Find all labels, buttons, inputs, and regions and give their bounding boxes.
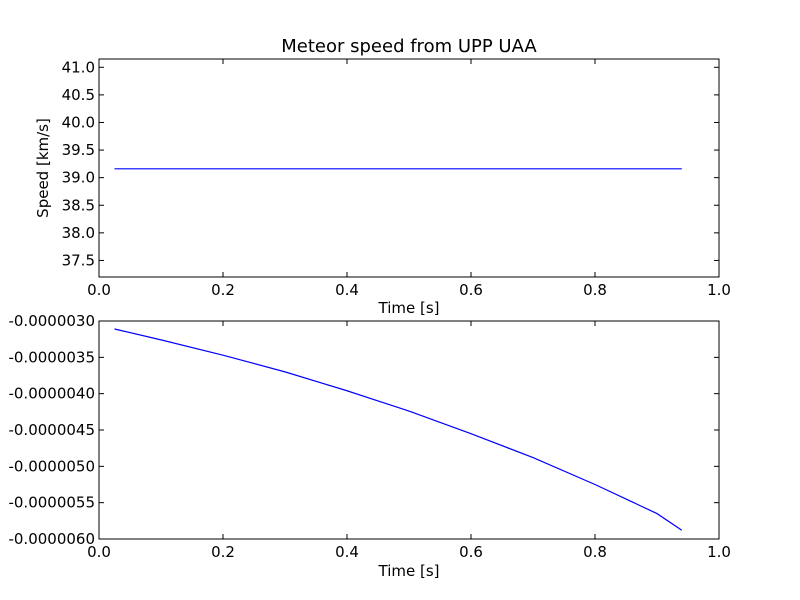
bottom-chart-y-tick-label: -0.0000035 bbox=[8, 348, 95, 366]
speed-chart-x-tick-label: 0.0 bbox=[87, 281, 111, 299]
speed-chart-y-tick-label: 41.0 bbox=[62, 58, 95, 76]
bottom-chart-series-line-0 bbox=[114, 328, 683, 531]
bottom-chart-y-tick-label: -0.0000055 bbox=[8, 494, 95, 512]
speed-chart-y-tick-label: 38.5 bbox=[62, 196, 95, 214]
bottom-chart-y-tick-label: -0.0000040 bbox=[8, 385, 95, 403]
speed-chart-x-tick-label: 0.6 bbox=[459, 281, 483, 299]
speed-chart-x-tick-label: 0.4 bbox=[335, 281, 359, 299]
speed-chart-x-axis-label: Time [s] bbox=[378, 299, 440, 317]
speed-chart-y-tick-label: 37.5 bbox=[62, 251, 95, 269]
speed-chart-y-tick-label: 39.0 bbox=[62, 169, 95, 187]
bottom-chart-frame bbox=[98, 320, 720, 540]
bottom-chart-y-tick-label: -0.0000045 bbox=[8, 421, 95, 439]
bottom-chart-ticks: 0.0 0.2 0.4 0.6 0.8 1.0 -0.0000030 -0.0000035 -0… bbox=[8, 312, 730, 561]
speed-chart-title: Meteor speed from UPP UAA bbox=[281, 36, 537, 57]
bottom-chart: 0.0 0.2 0.4 0.6 0.8 1.0 -0.0000030 -0.0000035 -0… bbox=[8, 312, 730, 580]
bottom-chart-x-axis-label: Time [s] bbox=[378, 562, 440, 580]
bottom-chart-x-tick-label: 0.8 bbox=[583, 543, 607, 561]
speed-chart-ticks: 0.0 0.2 0.4 0.6 0.8 1.0 37.5 38.0 38.5 39.0 39.5 40… bbox=[62, 58, 731, 299]
speed-chart-y-tick-label: 40.5 bbox=[62, 86, 95, 104]
speed-chart-x-tick-label: 0.8 bbox=[583, 281, 607, 299]
bottom-chart-x-tick-label: 0.2 bbox=[211, 543, 235, 561]
speed-chart-frame bbox=[98, 58, 720, 278]
bottom-chart-marks bbox=[114, 328, 683, 531]
speed-chart-y-tick-label: 40.0 bbox=[62, 113, 95, 131]
speed-chart: Meteor speed from UPP UAA 0.0 0.2 0.4 0.6 0.… bbox=[34, 36, 731, 317]
bottom-chart-x-tick-label: 0.4 bbox=[335, 543, 359, 561]
speed-chart-y-axis-label: Speed [km/s] bbox=[34, 118, 52, 218]
bottom-chart-y-tick-label: -0.0000050 bbox=[8, 457, 95, 475]
bottom-chart-x-tick-label: 0.0 bbox=[87, 543, 111, 561]
bottom-chart-x-tick-label: 0.6 bbox=[459, 543, 483, 561]
bottom-chart-x-tick-label: 1.0 bbox=[707, 543, 731, 561]
bottom-chart-y-tick-label: -0.0000060 bbox=[8, 530, 95, 548]
bottom-chart-y-tick-label: -0.0000030 bbox=[8, 312, 95, 330]
speed-chart-x-tick-label: 0.2 bbox=[211, 281, 235, 299]
speed-chart-y-tick-label: 38.0 bbox=[62, 224, 95, 242]
speed-chart-y-tick-label: 39.5 bbox=[62, 141, 95, 159]
speed-chart-x-tick-label: 1.0 bbox=[707, 281, 731, 299]
